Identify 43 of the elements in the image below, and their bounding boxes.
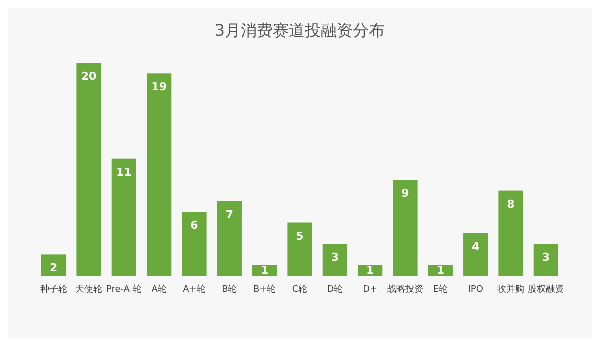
data-label: 6 — [190, 219, 199, 232]
data-label: 4 — [472, 240, 480, 254]
bar — [42, 254, 66, 276]
bar — [464, 233, 488, 276]
chart-title: 3月消费赛道投融资分布 — [214, 21, 386, 40]
data-label: 20 — [81, 70, 97, 83]
x-tick-label: 股权融资 — [528, 284, 564, 295]
data-label: 2 — [50, 262, 58, 275]
data-label: 1 — [261, 264, 269, 277]
x-tick-label: 天使轮 — [75, 284, 102, 295]
data-label: 11 — [116, 166, 132, 179]
bar — [288, 222, 312, 276]
x-tick-label: C轮 — [292, 284, 308, 295]
x-tick-label: B+轮 — [253, 284, 276, 295]
x-tick-label: 种子轮 — [40, 284, 68, 295]
x-tick-label: D轮 — [327, 284, 344, 295]
bar — [322, 244, 348, 276]
bar — [498, 190, 524, 276]
data-label: 8 — [507, 198, 515, 211]
data-label: 1 — [366, 264, 374, 277]
x-tick-label: A轮 — [152, 284, 167, 295]
data-label: 1 — [436, 264, 444, 277]
x-tick-label: E轮 — [433, 284, 448, 295]
data-label: 3 — [331, 251, 339, 264]
bar — [112, 158, 136, 276]
bar — [217, 201, 242, 276]
bar — [76, 63, 102, 276]
x-tick-label: D+ — [363, 285, 378, 295]
bar — [182, 212, 207, 276]
x-tick-label: B轮 — [222, 284, 238, 295]
x-tick-label: 收并购 — [498, 284, 525, 295]
x-tick-label: 战略投资 — [388, 284, 424, 295]
data-label: 9 — [402, 187, 410, 200]
bar — [147, 74, 172, 276]
bar — [534, 244, 558, 276]
data-label: 7 — [226, 208, 234, 222]
data-label: 19 — [152, 80, 167, 94]
x-tick-label: A+轮 — [183, 284, 206, 295]
x-tick-label: Pre-A 轮 — [106, 284, 142, 295]
x-tick-label: IPO — [468, 285, 484, 295]
data-label: 3 — [542, 251, 550, 264]
bar — [393, 180, 418, 276]
data-label: 5 — [296, 230, 304, 243]
